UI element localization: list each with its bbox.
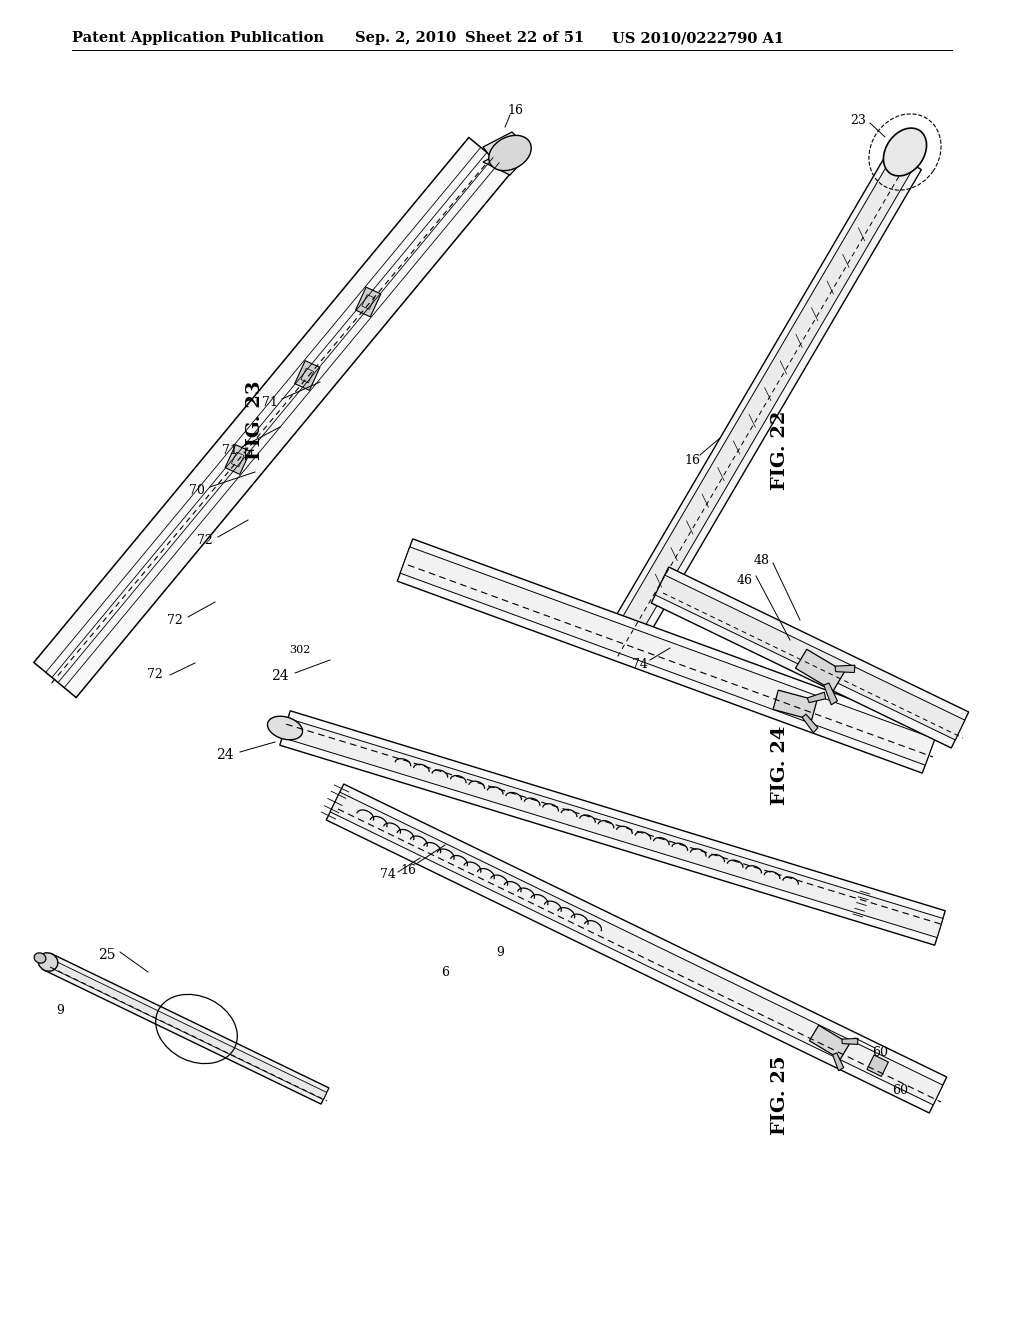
Polygon shape <box>651 568 969 748</box>
Text: 71: 71 <box>262 396 278 408</box>
Polygon shape <box>655 576 965 741</box>
Ellipse shape <box>34 953 46 964</box>
Polygon shape <box>836 665 855 673</box>
Text: 74: 74 <box>380 869 396 882</box>
Text: 16: 16 <box>684 454 700 466</box>
Polygon shape <box>483 132 525 165</box>
Ellipse shape <box>38 953 57 972</box>
Text: 302: 302 <box>290 645 310 655</box>
Text: 16: 16 <box>400 863 416 876</box>
Polygon shape <box>773 690 817 719</box>
Text: 24: 24 <box>271 669 289 682</box>
Polygon shape <box>599 150 922 664</box>
Ellipse shape <box>267 717 302 739</box>
Text: FIG. 25: FIG. 25 <box>771 1055 790 1135</box>
Text: 9: 9 <box>56 1003 63 1016</box>
Polygon shape <box>280 710 945 945</box>
Text: FIG. 23: FIG. 23 <box>246 380 264 459</box>
Ellipse shape <box>884 128 927 176</box>
Text: 60: 60 <box>872 1045 888 1059</box>
Text: 72: 72 <box>167 614 183 627</box>
Text: 6: 6 <box>441 965 449 978</box>
Polygon shape <box>295 360 319 391</box>
Text: FIG. 24: FIG. 24 <box>771 725 790 805</box>
Polygon shape <box>327 784 947 1113</box>
Text: 60: 60 <box>892 1084 908 1097</box>
Polygon shape <box>330 792 943 1105</box>
Text: 74: 74 <box>632 659 648 672</box>
Polygon shape <box>603 156 913 663</box>
Text: 23: 23 <box>850 114 866 127</box>
Polygon shape <box>802 714 818 733</box>
Ellipse shape <box>488 136 531 170</box>
Polygon shape <box>282 718 943 937</box>
Text: 25: 25 <box>98 948 116 962</box>
Polygon shape <box>807 692 825 702</box>
Polygon shape <box>46 958 327 1100</box>
Polygon shape <box>867 1055 889 1076</box>
Text: 71: 71 <box>222 444 238 457</box>
Text: 72: 72 <box>198 533 213 546</box>
Polygon shape <box>842 1039 858 1044</box>
Text: 46: 46 <box>737 573 753 586</box>
Polygon shape <box>809 1026 850 1059</box>
Text: Sep. 2, 2010: Sep. 2, 2010 <box>355 30 456 45</box>
Polygon shape <box>34 137 511 697</box>
Polygon shape <box>400 546 935 766</box>
Text: 16: 16 <box>507 103 523 116</box>
Polygon shape <box>833 1053 844 1071</box>
Text: Sheet 22 of 51: Sheet 22 of 51 <box>465 30 585 45</box>
Polygon shape <box>483 154 522 176</box>
Text: 70: 70 <box>189 483 205 496</box>
Polygon shape <box>397 539 938 774</box>
Polygon shape <box>824 682 838 705</box>
Text: FIG. 22: FIG. 22 <box>771 411 790 490</box>
Text: 72: 72 <box>147 668 163 681</box>
Polygon shape <box>225 445 250 474</box>
Polygon shape <box>44 954 329 1104</box>
Polygon shape <box>355 288 381 317</box>
Polygon shape <box>796 649 845 690</box>
Text: 24: 24 <box>216 748 233 762</box>
Text: Patent Application Publication: Patent Application Publication <box>72 30 324 45</box>
Text: 48: 48 <box>754 553 770 566</box>
Text: 9: 9 <box>496 945 504 958</box>
Text: US 2010/0222790 A1: US 2010/0222790 A1 <box>612 30 784 45</box>
